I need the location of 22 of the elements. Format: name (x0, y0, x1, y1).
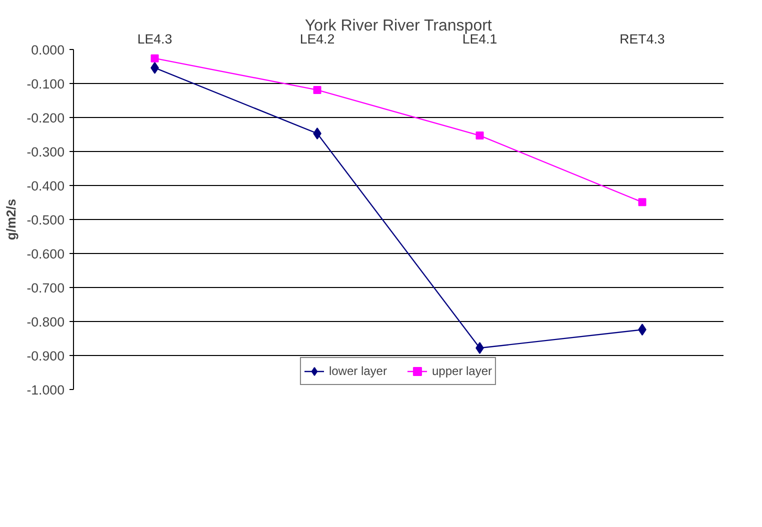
y-tick-label: -0.300 (26, 144, 65, 160)
x-tick-label: LE4.2 (300, 32, 335, 46)
y-tick-label: 0.000 (31, 42, 65, 58)
point (476, 132, 484, 140)
y-tick-label: -0.400 (26, 178, 65, 194)
y-tick-label: -1.000 (26, 382, 65, 398)
chart-title: York River River Transport (304, 18, 492, 34)
y-tick-label: -0.100 (26, 76, 65, 92)
y-tick-label: -0.900 (26, 348, 65, 364)
point (313, 86, 322, 94)
x-tick-label: LE4.3 (137, 32, 172, 46)
y-tick-label: -0.500 (26, 212, 65, 228)
y-tick-label: -0.800 (26, 314, 65, 330)
y-tick-label: -0.200 (26, 110, 65, 126)
legend-label: upper layer (432, 364, 492, 378)
y-axis-title: g/m2/s (4, 198, 19, 240)
point (150, 54, 159, 62)
point (638, 198, 646, 206)
legend-label: lower layer (328, 364, 387, 378)
y-tick-label: -0.600 (26, 246, 65, 262)
x-tick-label: RET4.3 (620, 32, 665, 46)
y-tick-label: -0.700 (26, 280, 65, 296)
